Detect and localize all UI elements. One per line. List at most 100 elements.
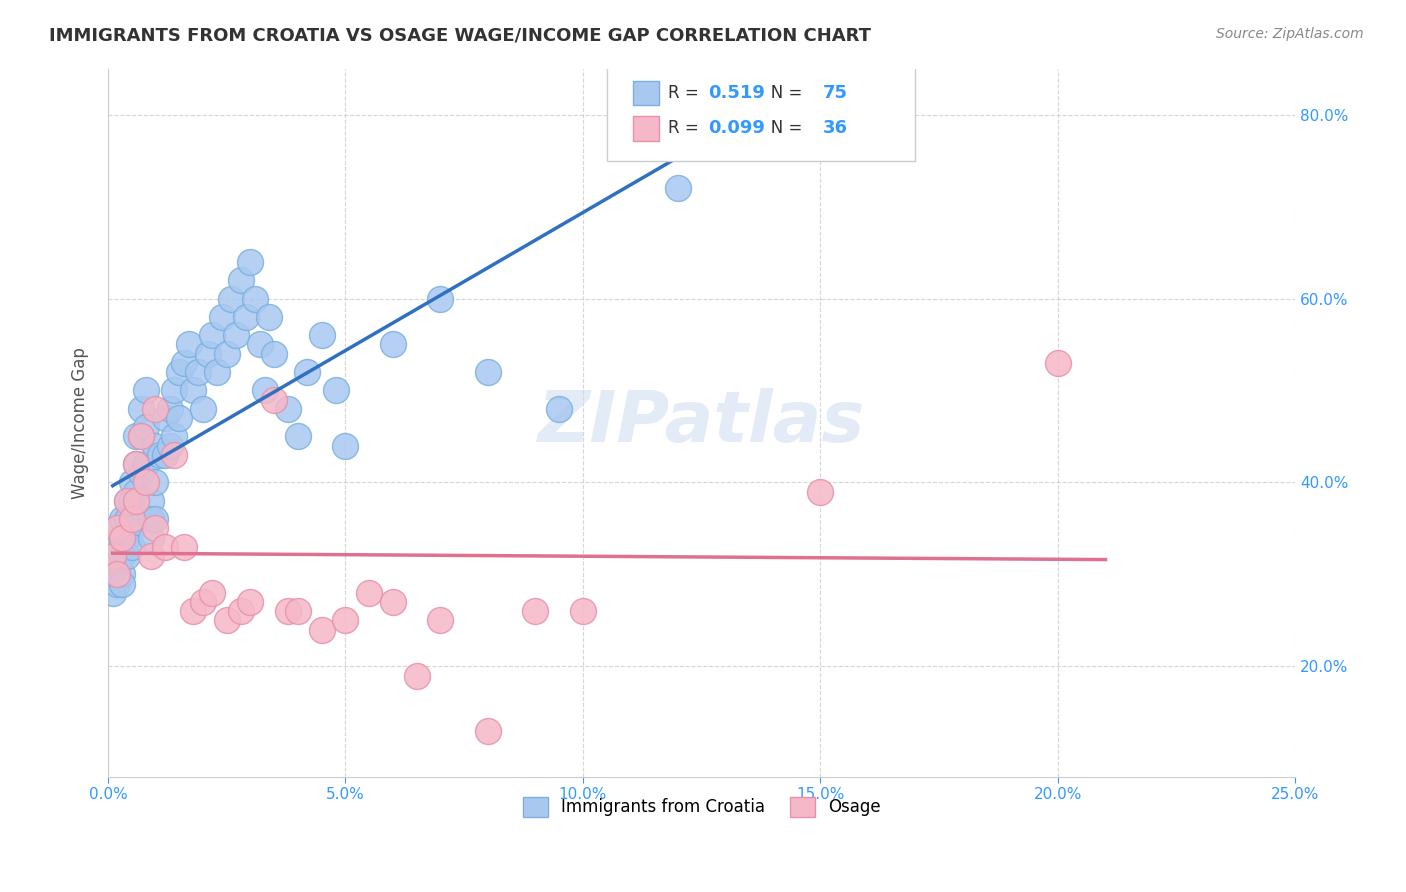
Point: [121, 521, 143, 535]
Point: [177, 337, 200, 351]
Point: [477, 723, 499, 738]
Point: [107, 540, 129, 554]
Point: [129, 467, 152, 481]
Legend: Immigrants from Croatia, Osage: Immigrants from Croatia, Osage: [515, 789, 889, 825]
Text: 0.099: 0.099: [707, 119, 765, 137]
Point: [125, 457, 148, 471]
Point: [183, 384, 205, 398]
Point: [810, 484, 832, 499]
Point: [229, 273, 252, 287]
Point: [139, 531, 162, 545]
FancyBboxPatch shape: [607, 65, 915, 161]
Text: 75: 75: [823, 84, 848, 102]
Point: [405, 668, 427, 682]
Point: [111, 567, 134, 582]
Point: [153, 540, 176, 554]
Point: [115, 549, 138, 563]
Point: [429, 292, 451, 306]
Point: [135, 457, 157, 471]
Point: [121, 512, 143, 526]
Point: [666, 181, 689, 195]
Point: [229, 604, 252, 618]
Point: [115, 494, 138, 508]
Point: [382, 337, 405, 351]
Text: N =: N =: [755, 84, 808, 102]
Point: [115, 494, 138, 508]
Point: [101, 567, 124, 582]
Point: [107, 521, 129, 535]
Point: [121, 540, 143, 554]
Point: [215, 347, 238, 361]
Text: 36: 36: [823, 119, 848, 137]
Point: [125, 457, 148, 471]
Point: [145, 521, 167, 535]
Point: [297, 365, 319, 379]
Point: [215, 614, 238, 628]
Bar: [633, 80, 659, 105]
Point: [259, 310, 281, 324]
Point: [163, 384, 186, 398]
Point: [239, 595, 262, 609]
Point: [101, 549, 124, 563]
Point: [125, 494, 148, 508]
Point: [277, 401, 299, 416]
Point: [221, 292, 243, 306]
Point: [153, 411, 176, 425]
Text: IMMIGRANTS FROM CROATIA VS OSAGE WAGE/INCOME GAP CORRELATION CHART: IMMIGRANTS FROM CROATIA VS OSAGE WAGE/IN…: [49, 27, 872, 45]
Point: [163, 429, 186, 443]
Point: [139, 512, 162, 526]
Point: [249, 337, 271, 351]
Point: [173, 540, 195, 554]
Point: [145, 439, 167, 453]
Point: [311, 623, 333, 637]
Point: [125, 484, 148, 499]
Point: [145, 401, 167, 416]
Point: [145, 475, 167, 490]
Point: [207, 365, 229, 379]
Point: [125, 429, 148, 443]
Text: 0.519: 0.519: [707, 84, 765, 102]
Point: [115, 512, 138, 526]
Point: [149, 448, 172, 462]
Point: [135, 384, 157, 398]
Point: [253, 384, 276, 398]
Point: [145, 512, 167, 526]
Point: [548, 401, 571, 416]
Point: [111, 549, 134, 563]
Text: ZIPatlas: ZIPatlas: [538, 388, 866, 458]
Point: [167, 365, 190, 379]
Point: [121, 475, 143, 490]
Point: [129, 429, 152, 443]
Point: [382, 595, 405, 609]
Y-axis label: Wage/Income Gap: Wage/Income Gap: [72, 347, 89, 499]
Point: [239, 254, 262, 268]
Point: [159, 439, 181, 453]
Bar: [633, 116, 659, 141]
Point: [115, 531, 138, 545]
Point: [107, 521, 129, 535]
Text: R =: R =: [668, 119, 704, 137]
Point: [129, 401, 152, 416]
Point: [191, 401, 214, 416]
Point: [201, 328, 224, 343]
Text: R =: R =: [668, 84, 704, 102]
Point: [1046, 356, 1069, 370]
Point: [263, 392, 285, 407]
Point: [107, 567, 129, 582]
Point: [245, 292, 267, 306]
Point: [107, 576, 129, 591]
Point: [101, 586, 124, 600]
Point: [211, 310, 233, 324]
Point: [173, 356, 195, 370]
Text: N =: N =: [755, 119, 808, 137]
Point: [129, 429, 152, 443]
Point: [107, 558, 129, 573]
Point: [191, 595, 214, 609]
Point: [325, 384, 347, 398]
Point: [524, 604, 547, 618]
Point: [477, 365, 499, 379]
Point: [111, 531, 134, 545]
Point: [335, 439, 357, 453]
Point: [429, 614, 451, 628]
Point: [153, 448, 176, 462]
